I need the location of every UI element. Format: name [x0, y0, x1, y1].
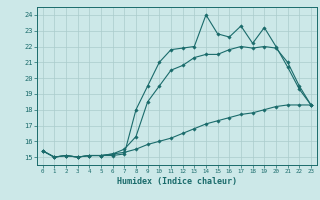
X-axis label: Humidex (Indice chaleur): Humidex (Indice chaleur) [117, 177, 237, 186]
